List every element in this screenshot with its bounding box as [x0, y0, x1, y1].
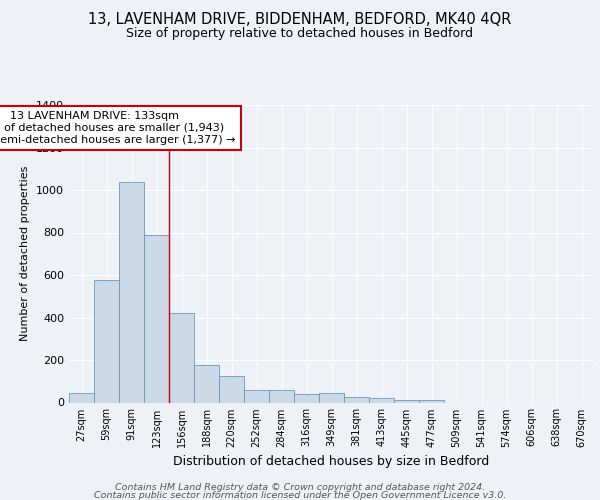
Bar [419, 400, 444, 402]
Bar [94, 280, 119, 402]
Text: 13, LAVENHAM DRIVE, BIDDENHAM, BEDFORD, MK40 4QR: 13, LAVENHAM DRIVE, BIDDENHAM, BEDFORD, … [88, 12, 512, 28]
Bar [394, 400, 419, 402]
Bar [319, 392, 344, 402]
Bar [244, 390, 269, 402]
Bar [144, 234, 169, 402]
Text: Contains public sector information licensed under the Open Government Licence v3: Contains public sector information licen… [94, 491, 506, 500]
X-axis label: Distribution of detached houses by size in Bedford: Distribution of detached houses by size … [173, 455, 490, 468]
Y-axis label: Number of detached properties: Number of detached properties [20, 166, 31, 342]
Bar [169, 313, 194, 402]
Text: 13 LAVENHAM DRIVE: 133sqm
← 58% of detached houses are smaller (1,943)
41% of se: 13 LAVENHAM DRIVE: 133sqm ← 58% of detac… [0, 112, 236, 144]
Bar [219, 376, 244, 402]
Bar [294, 394, 319, 402]
Text: Contains HM Land Registry data © Crown copyright and database right 2024.: Contains HM Land Registry data © Crown c… [115, 482, 485, 492]
Bar [369, 398, 394, 402]
Bar [194, 366, 219, 403]
Bar [344, 397, 369, 402]
Bar [119, 182, 144, 402]
Bar [69, 392, 94, 402]
Text: Size of property relative to detached houses in Bedford: Size of property relative to detached ho… [127, 28, 473, 40]
Bar [269, 390, 294, 402]
